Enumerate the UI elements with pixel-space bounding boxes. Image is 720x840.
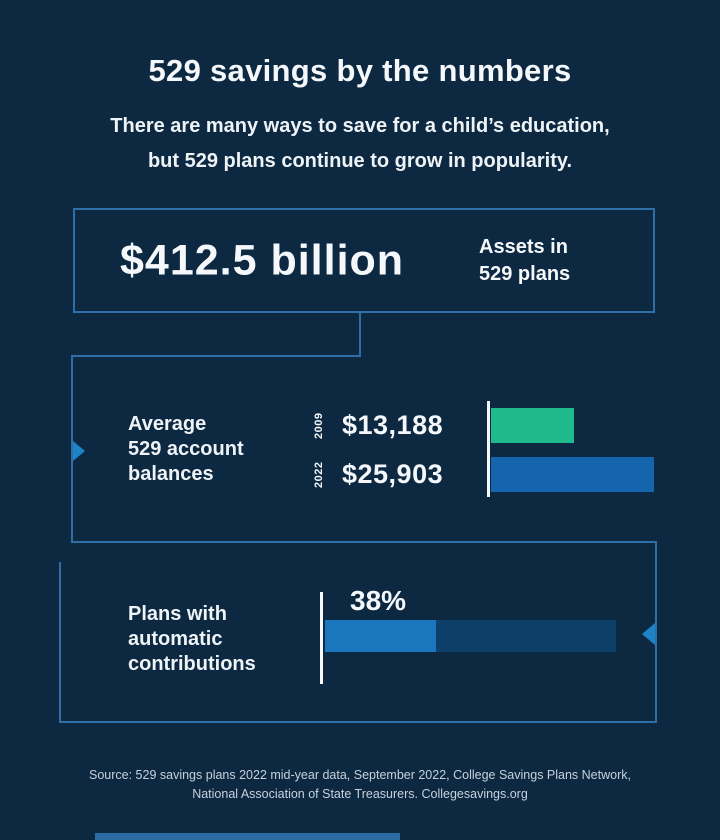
automatic-box-right-border — [655, 541, 657, 723]
assets-stat-label-line1: Assets in — [479, 235, 568, 258]
bar-2009 — [491, 408, 574, 443]
automatic-section-label: Plans with automatic contributions — [128, 602, 256, 677]
page-subtitle-line1: There are many ways to save for a child’… — [110, 115, 610, 137]
assets-stat-value: $412.5 billion — [120, 236, 405, 284]
source-note-line1: Source: 529 savings plans 2022 mid-year … — [89, 768, 631, 782]
balances-label-line1: Average — [128, 413, 207, 435]
arrow-right-icon — [73, 441, 85, 461]
assets-stat-label: Assets in 529 plans — [479, 234, 570, 288]
bar-value-2009: $13,188 — [342, 410, 444, 440]
page-title: 529 savings by the numbers — [148, 53, 572, 88]
balances-label-line2: 529 account — [128, 438, 244, 460]
year-label-2009: 2009 — [313, 412, 325, 439]
balances-section-label: Average 529 account balances — [128, 412, 244, 487]
bottom-accent-bar — [95, 833, 400, 840]
connector-shelf-line — [71, 355, 361, 357]
page-subtitle-line2: but 529 plans continue to grow in popula… — [147, 150, 573, 172]
assets-stat-label-line2: 529 plans — [479, 262, 571, 285]
source-note: Source: 529 savings plans 2022 mid-year … — [0, 766, 720, 804]
balances-axis-line — [487, 401, 490, 497]
page-subtitle: There are many ways to save for a child’… — [0, 109, 720, 179]
balances-box-left-border — [71, 355, 73, 543]
automatic-percent-label: 38% — [350, 585, 407, 616]
assets-stat-box: $412.5 billion Assets in 529 plans — [73, 208, 655, 313]
year-label-2022: 2022 — [313, 461, 325, 488]
bar-value-2022: $25,903 — [342, 459, 444, 489]
balances-box-bottom-border — [71, 541, 657, 543]
source-note-line2: National Association of State Treasurers… — [192, 787, 528, 801]
arrow-left-icon — [642, 623, 655, 645]
automatic-contributions-fill — [325, 620, 436, 652]
automatic-label-line2: automatic — [128, 628, 223, 650]
automatic-box-bottom-border — [59, 721, 657, 723]
connector-drop-line — [359, 313, 361, 357]
automatic-label-line3: contributions — [128, 653, 256, 675]
automatic-box-left-border — [59, 562, 61, 723]
automatic-label-line1: Plans with — [128, 603, 227, 625]
automatic-axis-line — [320, 592, 323, 684]
bar-2022 — [491, 457, 654, 492]
automatic-contributions-track — [325, 620, 616, 652]
balances-label-line3: balances — [128, 463, 214, 485]
